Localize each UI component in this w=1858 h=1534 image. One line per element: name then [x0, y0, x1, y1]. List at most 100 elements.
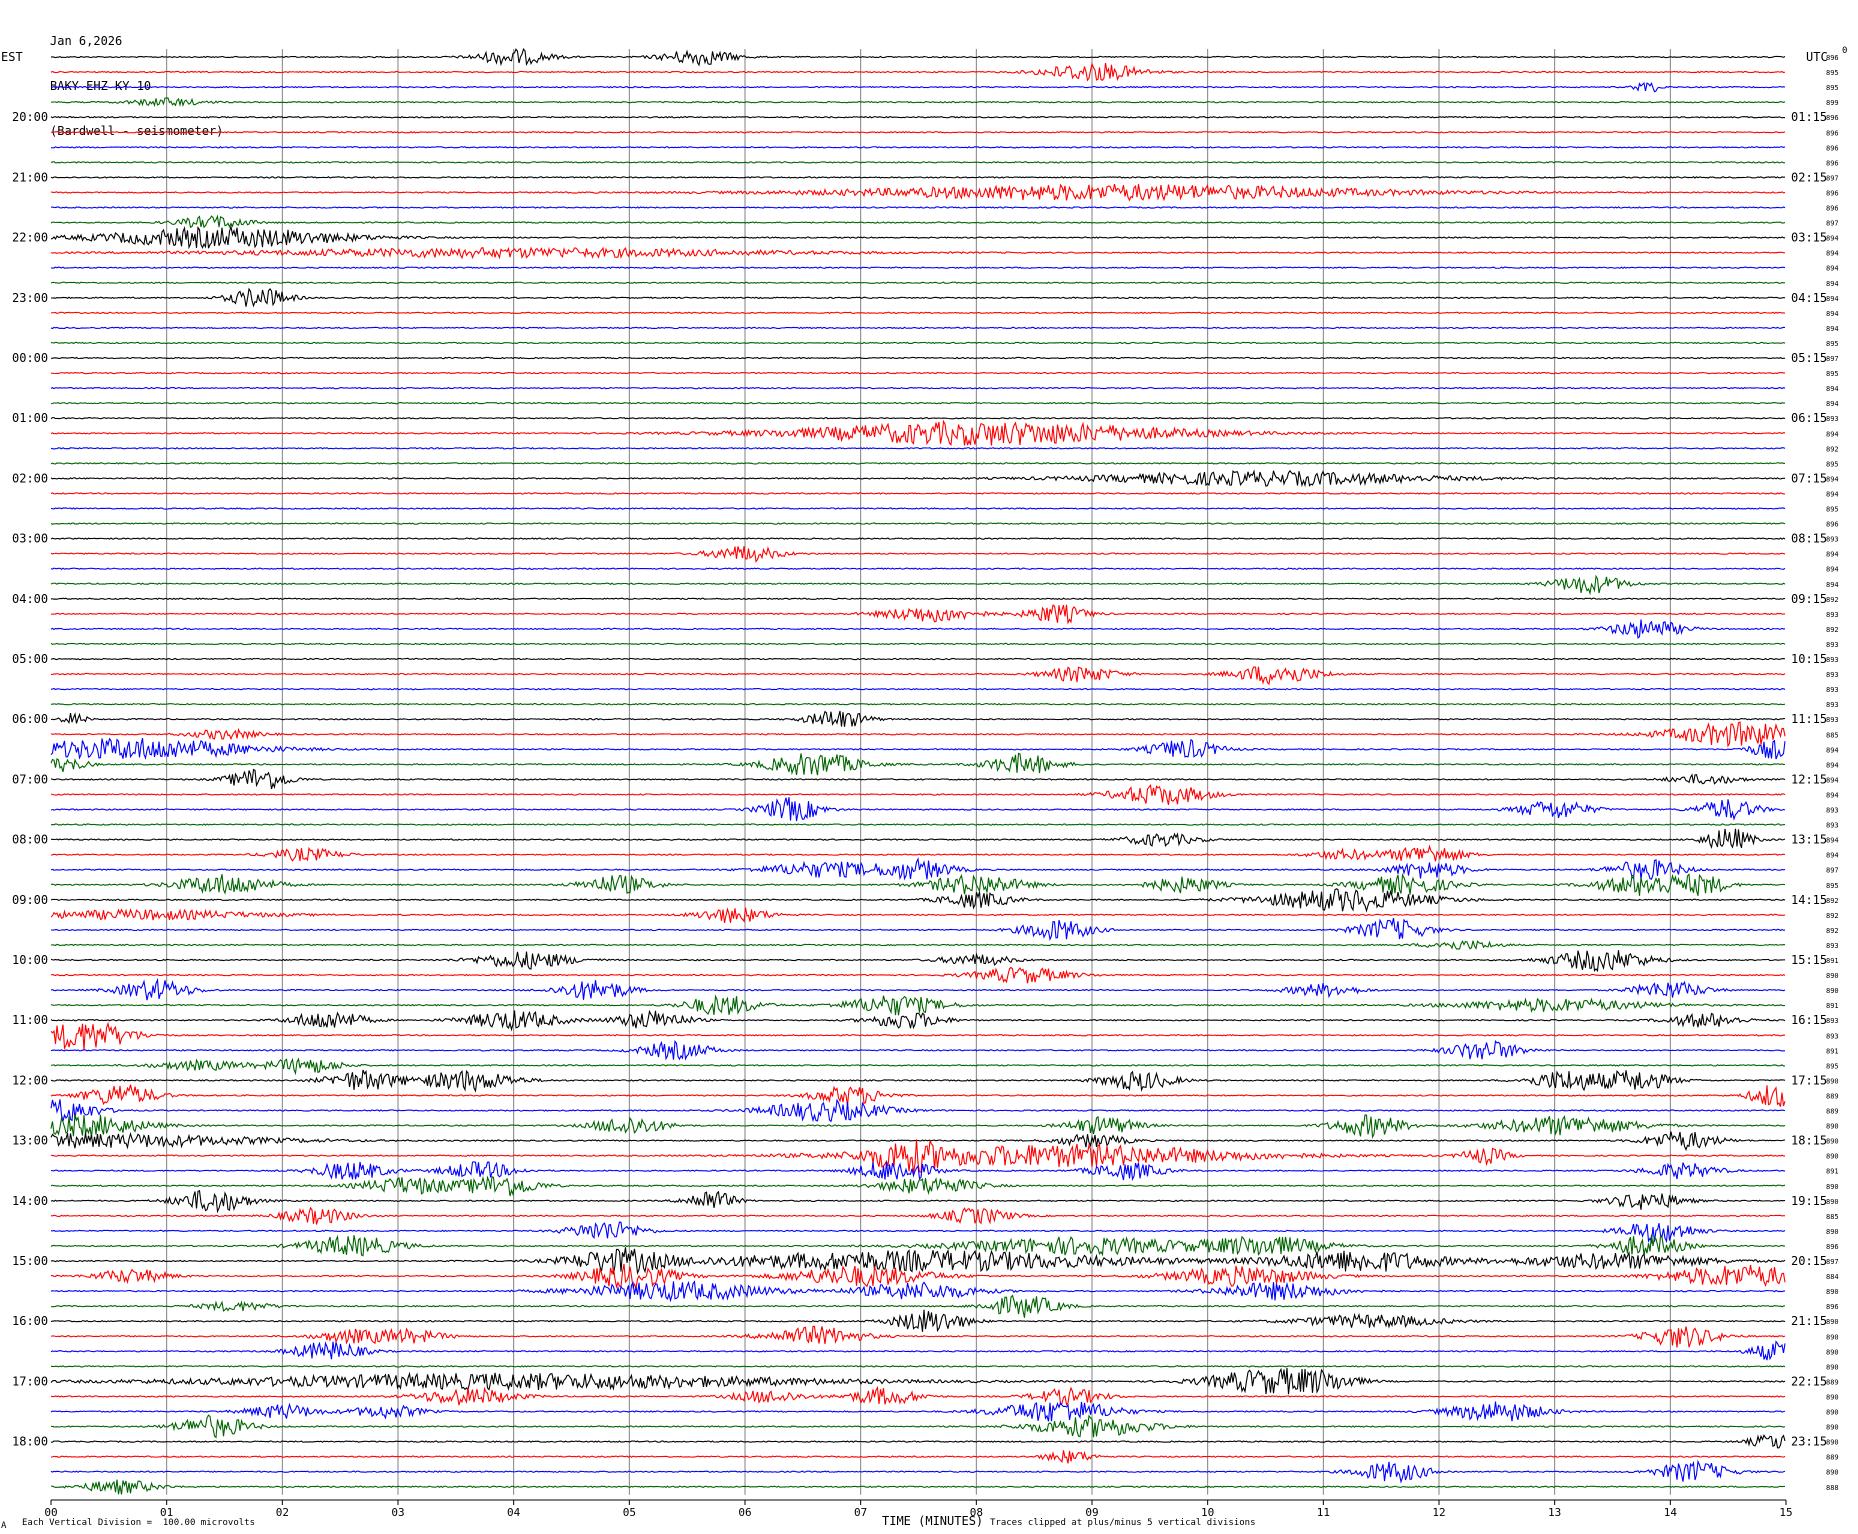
right-hour-label: 01:15	[1791, 110, 1827, 124]
left-hour-label: 14:00	[12, 1194, 48, 1208]
left-hour-label: 17:00	[12, 1374, 48, 1388]
row-value-label: 893	[1826, 716, 1839, 724]
row-value-label: 897	[1826, 355, 1839, 363]
trace-row	[50, 1131, 1786, 1152]
row-value-label: 897	[1826, 867, 1839, 875]
trace-row	[50, 341, 1786, 345]
trace-row	[50, 1325, 1786, 1348]
row-value-label: 885	[1826, 1213, 1839, 1221]
left-hour-label: 20:00	[12, 110, 48, 124]
x-tick-label: 15	[1779, 1506, 1792, 1519]
row-value-label: 890	[1826, 1348, 1839, 1356]
trace-row	[50, 1263, 1786, 1291]
x-axis-label: TIME (MINUTES)	[882, 1514, 984, 1528]
x-tick-label: 06	[738, 1506, 751, 1519]
row-value-label: 885	[1826, 731, 1839, 739]
right-hour-label: 22:15	[1791, 1374, 1827, 1388]
right-hour-label: 14:15	[1791, 893, 1827, 907]
row-value-label: 894	[1826, 761, 1839, 769]
left-hour-label: 16:00	[12, 1314, 48, 1328]
trace-row	[50, 1459, 1786, 1484]
row-value-label: 892	[1826, 445, 1839, 453]
trace-row	[50, 115, 1786, 119]
row-value-label: 894	[1826, 490, 1839, 498]
trace-row	[50, 1434, 1786, 1449]
row-value-label: 895	[1826, 84, 1839, 92]
row-value-label: 893	[1826, 1017, 1839, 1025]
trace-row	[50, 1057, 1786, 1076]
x-tick-label: 13	[1548, 1506, 1561, 1519]
row-value-label: 894	[1826, 295, 1839, 303]
row-value-label: 896	[1826, 521, 1839, 529]
row-value-label: 895	[1826, 69, 1839, 77]
trace-row	[50, 81, 1786, 93]
right-hour-label: 05:15	[1791, 351, 1827, 365]
left-hour-label: 02:00	[12, 471, 48, 485]
trace-row	[50, 710, 1786, 727]
trace-row	[50, 507, 1786, 510]
row-value-label: 892	[1826, 897, 1839, 905]
trace-row	[50, 1039, 1786, 1061]
trace-row	[50, 246, 1786, 260]
row-value-label: 890	[1826, 1228, 1839, 1236]
row-value-label: 894	[1826, 325, 1839, 333]
trace-row	[50, 1138, 1786, 1174]
row-value-label: 890	[1826, 1318, 1839, 1326]
trace-row	[50, 206, 1786, 209]
trace-row	[50, 574, 1786, 596]
row-value-label: 895	[1826, 1062, 1839, 1070]
row-value-label: 890	[1826, 1138, 1839, 1146]
trace-row	[50, 1309, 1786, 1333]
trace-row	[50, 62, 1786, 82]
x-tick-label: 14	[1664, 1506, 1678, 1519]
trace-row	[50, 176, 1786, 179]
trace-row	[50, 1114, 1786, 1139]
x-tick-label: 11	[1317, 1506, 1330, 1519]
row-value-label: 894	[1826, 280, 1839, 288]
right-hour-label: 20:15	[1791, 1254, 1827, 1268]
trace-row	[50, 1069, 1786, 1093]
trace-row	[50, 687, 1786, 691]
trace-row	[50, 567, 1786, 570]
row-value-label: 894	[1826, 265, 1839, 273]
trace-row	[50, 462, 1786, 465]
right-hour-label: 16:15	[1791, 1013, 1827, 1027]
trace-row	[50, 146, 1786, 149]
trace-row	[50, 47, 1786, 67]
trace-row	[50, 281, 1786, 285]
left-hour-label: 08:00	[12, 833, 48, 847]
left-hour-label: 00:00	[12, 351, 48, 365]
trace-row	[50, 371, 1786, 375]
trace-row	[50, 1190, 1786, 1214]
row-value-label: 890	[1826, 1363, 1839, 1371]
row-value-label: 893	[1826, 822, 1839, 830]
row-value-label: 890	[1826, 1409, 1839, 1417]
trace-row	[50, 828, 1786, 850]
left-hour-label: 06:00	[12, 712, 48, 726]
trace-row	[50, 326, 1786, 330]
right-hour-label: 08:15	[1791, 532, 1827, 546]
trace-row	[50, 1221, 1786, 1245]
trace-row	[50, 1479, 1786, 1495]
row-value-label: 894	[1826, 746, 1839, 754]
row-value-label: 894	[1826, 385, 1839, 393]
right-hour-label: 23:15	[1791, 1435, 1827, 1449]
row-value-label: 896	[1826, 1243, 1839, 1251]
trace-row	[50, 311, 1786, 315]
trace-row	[50, 416, 1786, 420]
trace-row	[50, 469, 1786, 488]
row-value-label: 893	[1826, 415, 1839, 423]
row-value-label: 889	[1826, 1378, 1839, 1386]
row-value-label: 896	[1826, 1303, 1839, 1311]
trace-row	[50, 994, 1786, 1016]
right-hour-label: 12:15	[1791, 772, 1827, 786]
row-value-label: 894	[1826, 310, 1839, 318]
right-hour-label: 09:15	[1791, 592, 1827, 606]
row-value-label: 896	[1826, 189, 1839, 197]
right-hour-label: 03:15	[1791, 231, 1827, 245]
row-value-label: 895	[1826, 882, 1839, 890]
row-value-label: 894	[1826, 430, 1839, 438]
row-value-label: 890	[1826, 987, 1839, 995]
row-value-label: 893	[1826, 656, 1839, 664]
